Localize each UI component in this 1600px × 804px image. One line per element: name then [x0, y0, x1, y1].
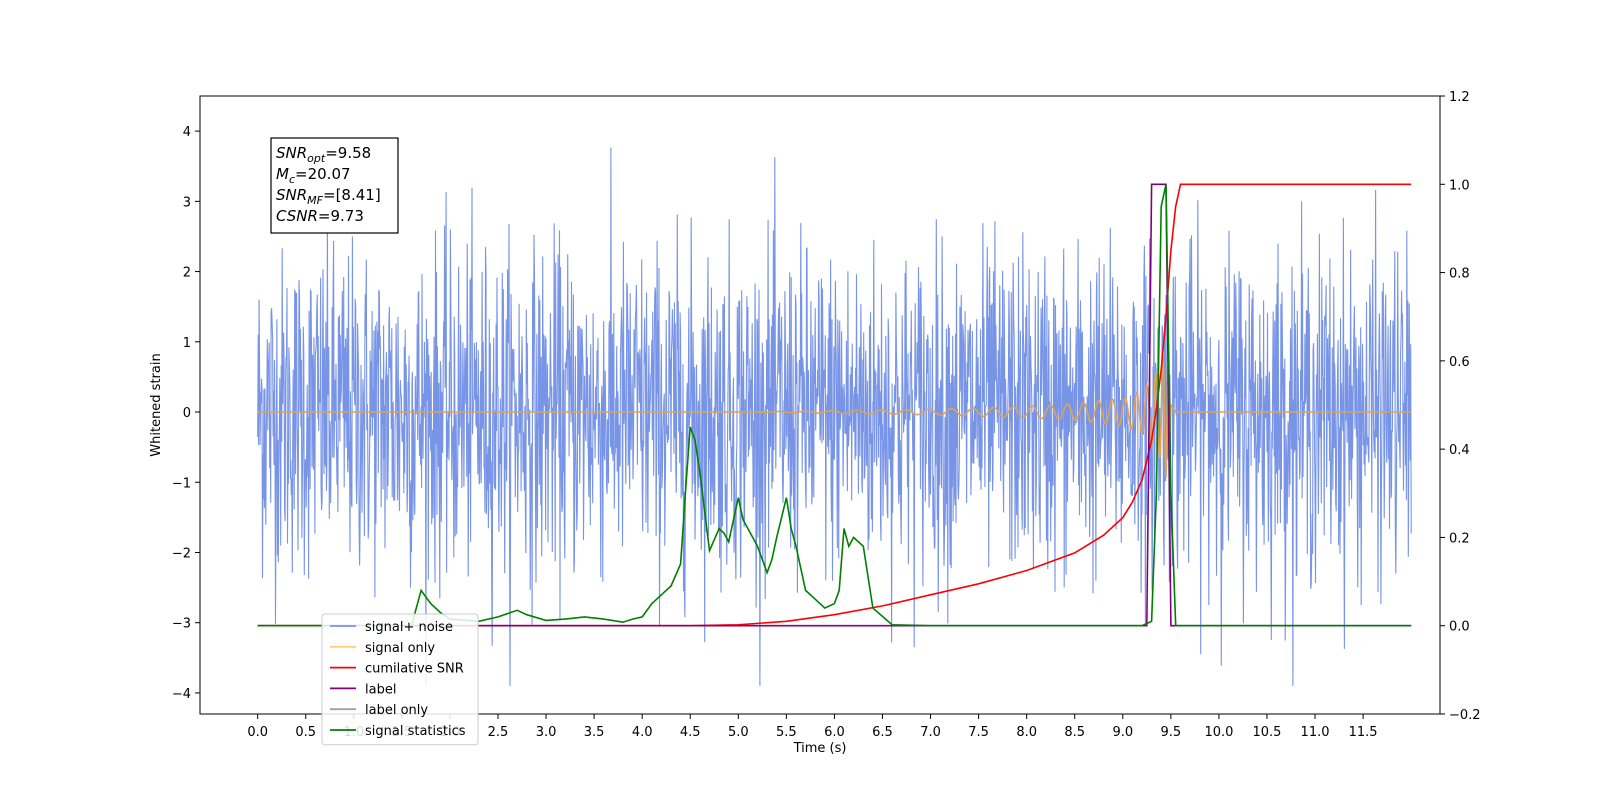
x-tick-label: 11.5 — [1349, 725, 1378, 740]
x-tick-label: 8.5 — [1064, 725, 1085, 740]
y-right-tick-label: 1.0 — [1449, 178, 1470, 193]
x-tick-label: 9.5 — [1161, 725, 1182, 740]
y-left-tick-label: 1 — [183, 336, 191, 351]
y-right-tick-label: 0.6 — [1449, 355, 1470, 370]
legend: signal+ noise signal only cumilative SNR la… — [321, 613, 479, 746]
x-axis: 0.00.51.01.52.02.53.03.54.04.55.05.56.06… — [247, 714, 1378, 740]
legend-label: signal statistics — [365, 724, 466, 739]
x-tick-label: 9.0 — [1112, 725, 1133, 740]
y-right-tick-label: 0.2 — [1449, 531, 1470, 546]
y-right-tick-label: 0.8 — [1449, 267, 1470, 282]
x-tick-label: 0.5 — [295, 725, 316, 740]
y-left-tick-label: 4 — [183, 125, 191, 140]
annotation-line: CSNR=9.73 — [276, 207, 364, 225]
x-tick-label: 0.0 — [247, 725, 268, 740]
legend-frame — [321, 613, 479, 746]
legend-label: label — [365, 682, 396, 697]
x-tick-label: 3.5 — [584, 725, 605, 740]
x-tick-label: 3.0 — [536, 725, 557, 740]
y-left-tick-label: 2 — [183, 266, 191, 281]
y-left-tick-label: −3 — [172, 617, 191, 632]
y-left-tick-label: 3 — [183, 195, 191, 210]
y-left-tick-label: −1 — [172, 476, 191, 491]
plot-frame — [199, 95, 1441, 715]
x-tick-label: 6.0 — [824, 725, 845, 740]
annotation-line: SNRMF=[8.41] — [276, 186, 381, 207]
x-axis-label: Time (s) — [793, 741, 847, 756]
y-left-tick-label: −2 — [172, 546, 191, 561]
x-tick-label: 7.5 — [968, 725, 989, 740]
y-axis-label: Whitened strain — [149, 353, 164, 456]
x-tick-label: 11.0 — [1301, 725, 1330, 740]
x-tick-label: 6.5 — [872, 725, 893, 740]
x-tick-label: 5.0 — [728, 725, 749, 740]
y-right-tick-label: 1.2 — [1449, 90, 1470, 105]
series-line-signal-only — [257, 356, 1412, 479]
x-tick-label: 4.5 — [680, 725, 701, 740]
annotation-line: Mc=20.07 — [276, 165, 351, 186]
y-axis-left: 4 3 2 1 0 −1 −2 −3 −4 — [172, 125, 200, 702]
legend-label: signal only — [365, 641, 435, 656]
y-axis-right: 1.2 1.0 0.8 0.6 0.4 0.2 0.0 −0.2 — [1440, 90, 1481, 723]
series-line-cumilative-snr — [257, 183, 1412, 627]
x-tick-label: 2.5 — [488, 725, 509, 740]
y-left-tick-label: 0 — [183, 406, 191, 421]
series-line-signal-statistics — [257, 184, 1412, 627]
y-left-tick-label: −4 — [172, 687, 191, 702]
x-tick-label: 10.0 — [1204, 725, 1233, 740]
y-right-tick-label: 0.4 — [1449, 443, 1470, 458]
annotation-frame — [270, 137, 399, 234]
legend-label: signal+ noise — [365, 620, 453, 635]
y-right-tick-label: 0.0 — [1449, 620, 1470, 635]
plot-area — [257, 147, 1412, 686]
x-tick-label: 8.0 — [1016, 725, 1037, 740]
series-line-signal-noise — [257, 147, 1412, 686]
x-tick-label: 5.5 — [776, 725, 797, 740]
y-right-tick-label: −0.2 — [1449, 708, 1481, 723]
legend-label: cumilative SNR — [365, 662, 464, 677]
annotation-line: SNRopt=9.58 — [276, 144, 371, 165]
x-tick-label: 4.0 — [632, 725, 653, 740]
x-tick-label: 10.5 — [1253, 725, 1282, 740]
x-tick-label: 7.0 — [920, 725, 941, 740]
legend-label: label only — [365, 703, 428, 718]
